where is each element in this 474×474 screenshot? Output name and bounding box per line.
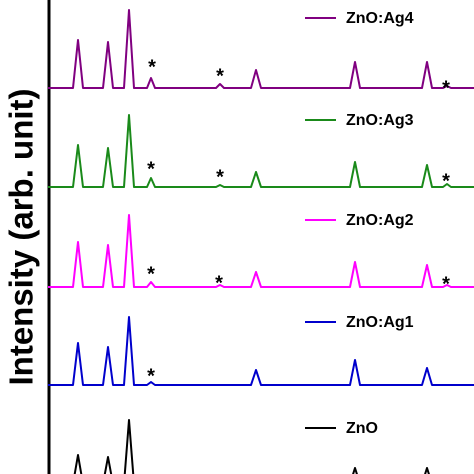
legend-label: ZnO:Ag4 (346, 10, 414, 27)
series-line (48, 214, 474, 288)
y-axis-label: Intensity (arb. unit) (3, 89, 40, 386)
annotation: * (147, 158, 155, 180)
annotation: * (442, 170, 450, 192)
series-line (48, 114, 474, 188)
legend-label: ZnO:Ag3 (346, 112, 414, 129)
series-line (48, 316, 474, 386)
annotation: * (442, 77, 450, 99)
series-line (73, 419, 430, 474)
annotation: * (147, 263, 155, 285)
annotation: * (215, 272, 223, 294)
annotation: * (216, 65, 224, 87)
series-line (48, 9, 474, 89)
legend-label: ZnO (346, 420, 378, 437)
annotation: * (148, 56, 156, 78)
legend-label: ZnO:Ag2 (346, 212, 414, 229)
plot-area (48, 9, 474, 474)
annotation: * (442, 273, 450, 295)
annotation: * (216, 166, 224, 188)
legend-label: ZnO:Ag1 (346, 314, 414, 331)
annotation: * (147, 365, 155, 387)
